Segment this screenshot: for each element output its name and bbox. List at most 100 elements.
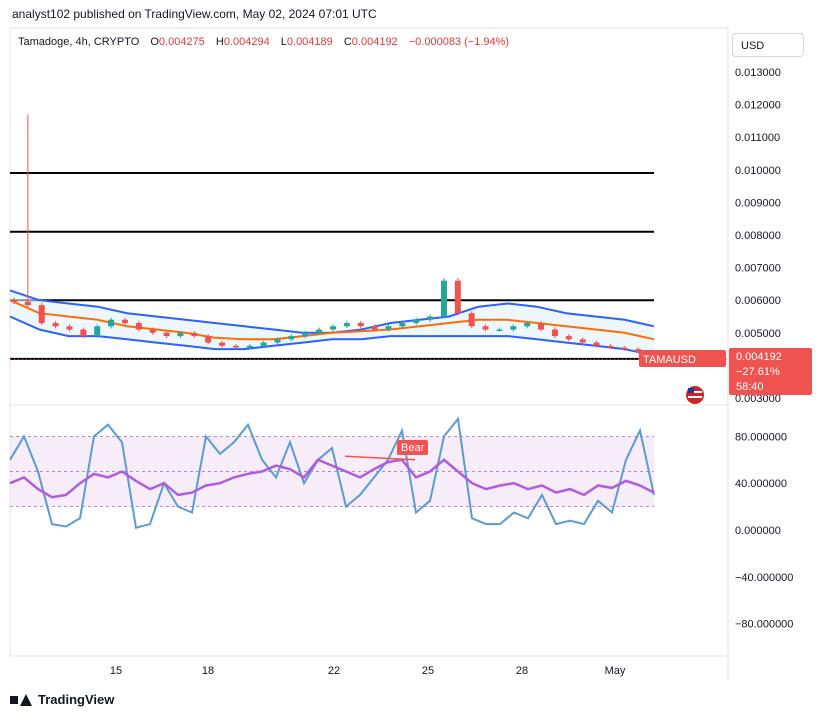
candle-body [482, 326, 489, 330]
candle-body [191, 332, 198, 337]
oscillator-tick-label: −40.000000 [735, 572, 793, 584]
candle-body [399, 323, 406, 327]
low-value: 0.004189 [286, 36, 333, 48]
candle-body [454, 280, 461, 314]
oscillator-tick-label: 80.000000 [735, 431, 787, 443]
candle-body [538, 323, 545, 330]
time-tick-label: 28 [516, 665, 528, 677]
change-value: −0.000083 (−1.94%) [408, 36, 510, 48]
candle-body [149, 329, 156, 333]
candle-body [219, 342, 226, 346]
symbol-label: Tamadoge, 4h, CRYPTO [18, 36, 140, 48]
candle-body [232, 345, 239, 348]
published-header: analyst102 published on TradingView.com,… [12, 7, 377, 21]
open-label: O [150, 36, 159, 48]
price-tag-value: 0.004192 [736, 351, 782, 363]
candle-body [121, 319, 128, 324]
price-tag-timer: 58:40 [736, 381, 764, 393]
candle-body [343, 323, 350, 327]
tradingview-logo-icon [10, 693, 32, 706]
candle-body [38, 305, 45, 324]
stoch-k-line [9, 416, 655, 529]
flag-stripe [688, 396, 702, 398]
candle-body [468, 313, 475, 327]
price-tag-pct: −27.61% [736, 366, 780, 378]
candle-body [163, 332, 170, 337]
candle-body [621, 347, 628, 350]
price-tick-label: 0.012000 [735, 100, 781, 112]
candle-body [371, 326, 378, 330]
price-tick-label: 0.005000 [735, 328, 781, 340]
bear-label-box [397, 440, 428, 455]
price-tick-label: 0.006000 [735, 295, 781, 307]
candle-body [94, 326, 101, 337]
candle-body [496, 329, 503, 332]
candle-body [274, 339, 281, 343]
price-tick-label: 0.011000 [735, 132, 780, 144]
candle-body [52, 323, 59, 327]
stoch-d-line [9, 458, 655, 499]
candle-body [260, 342, 267, 346]
time-tick-label: 22 [328, 665, 340, 677]
bollinger-band-fill [10, 290, 654, 356]
us-flag-icon [686, 386, 704, 404]
high-value: 0.004294 [223, 36, 270, 48]
candle-body [80, 329, 87, 337]
candle-body [24, 301, 31, 306]
candle-body [607, 345, 614, 348]
candle-body [246, 345, 253, 348]
ohlc-legend: Tamadoge, 4h, CRYPTO O0.004275 H0.004294… [18, 36, 509, 48]
candle-body [11, 299, 17, 302]
candle-body [330, 326, 336, 330]
tradingview-footer[interactable]: TradingView [10, 692, 114, 707]
bollinger-lower-line [9, 315, 655, 357]
price-tick-label: 0.009000 [735, 197, 781, 209]
candle-body [593, 342, 600, 346]
candle-body [440, 280, 447, 317]
candle-body [135, 323, 142, 330]
price-tag [729, 348, 812, 395]
footer-brand: TradingView [38, 692, 115, 707]
candle-body [565, 336, 572, 340]
price-tick-label: 0.008000 [735, 230, 781, 242]
oscillator-tick-label: −80.000000 [735, 619, 793, 631]
time-tick-label: May [605, 665, 626, 677]
candle-body [357, 323, 364, 327]
price-tick-label: 0.003000 [735, 393, 781, 405]
candle-body [551, 329, 558, 337]
candle-body [288, 336, 295, 340]
candle-body [385, 326, 392, 330]
candle-body [66, 326, 73, 330]
close-label: C [343, 36, 352, 48]
time-tick-label: 15 [110, 665, 122, 677]
symbol-tag-text: TAMAUSD [643, 354, 696, 366]
candle-body [524, 323, 531, 327]
time-tick-label: 18 [202, 665, 214, 677]
high-label: H [215, 36, 224, 48]
candle-body [302, 332, 309, 337]
price-tick-label: 0.013000 [735, 67, 781, 79]
bear-divergence-line [344, 455, 416, 461]
candle-body [108, 319, 115, 327]
candle-body [579, 339, 586, 343]
symbol-tag [639, 350, 726, 367]
candle-body [510, 326, 517, 330]
candle-body [635, 349, 642, 352]
close-value: 0.004192 [351, 36, 398, 48]
oscillator-tick-label: 40.000000 [735, 478, 787, 490]
flag-canton [688, 388, 694, 393]
time-tick-label: 25 [422, 665, 434, 677]
candle-body [316, 329, 323, 333]
low-label: L [280, 36, 287, 48]
candle-body [427, 316, 434, 320]
candle-body [177, 332, 184, 337]
open-value: 0.004275 [158, 36, 205, 48]
bear-label-text: Bear [401, 442, 425, 454]
candle-body [413, 319, 420, 324]
currency-selector[interactable]: USD [732, 33, 804, 57]
price-tick-label: 0.010000 [735, 165, 781, 177]
price-tick-label: 0.007000 [735, 263, 781, 275]
flag-stripe [688, 391, 702, 393]
oscillator-tick-label: 0.000000 [735, 525, 781, 537]
